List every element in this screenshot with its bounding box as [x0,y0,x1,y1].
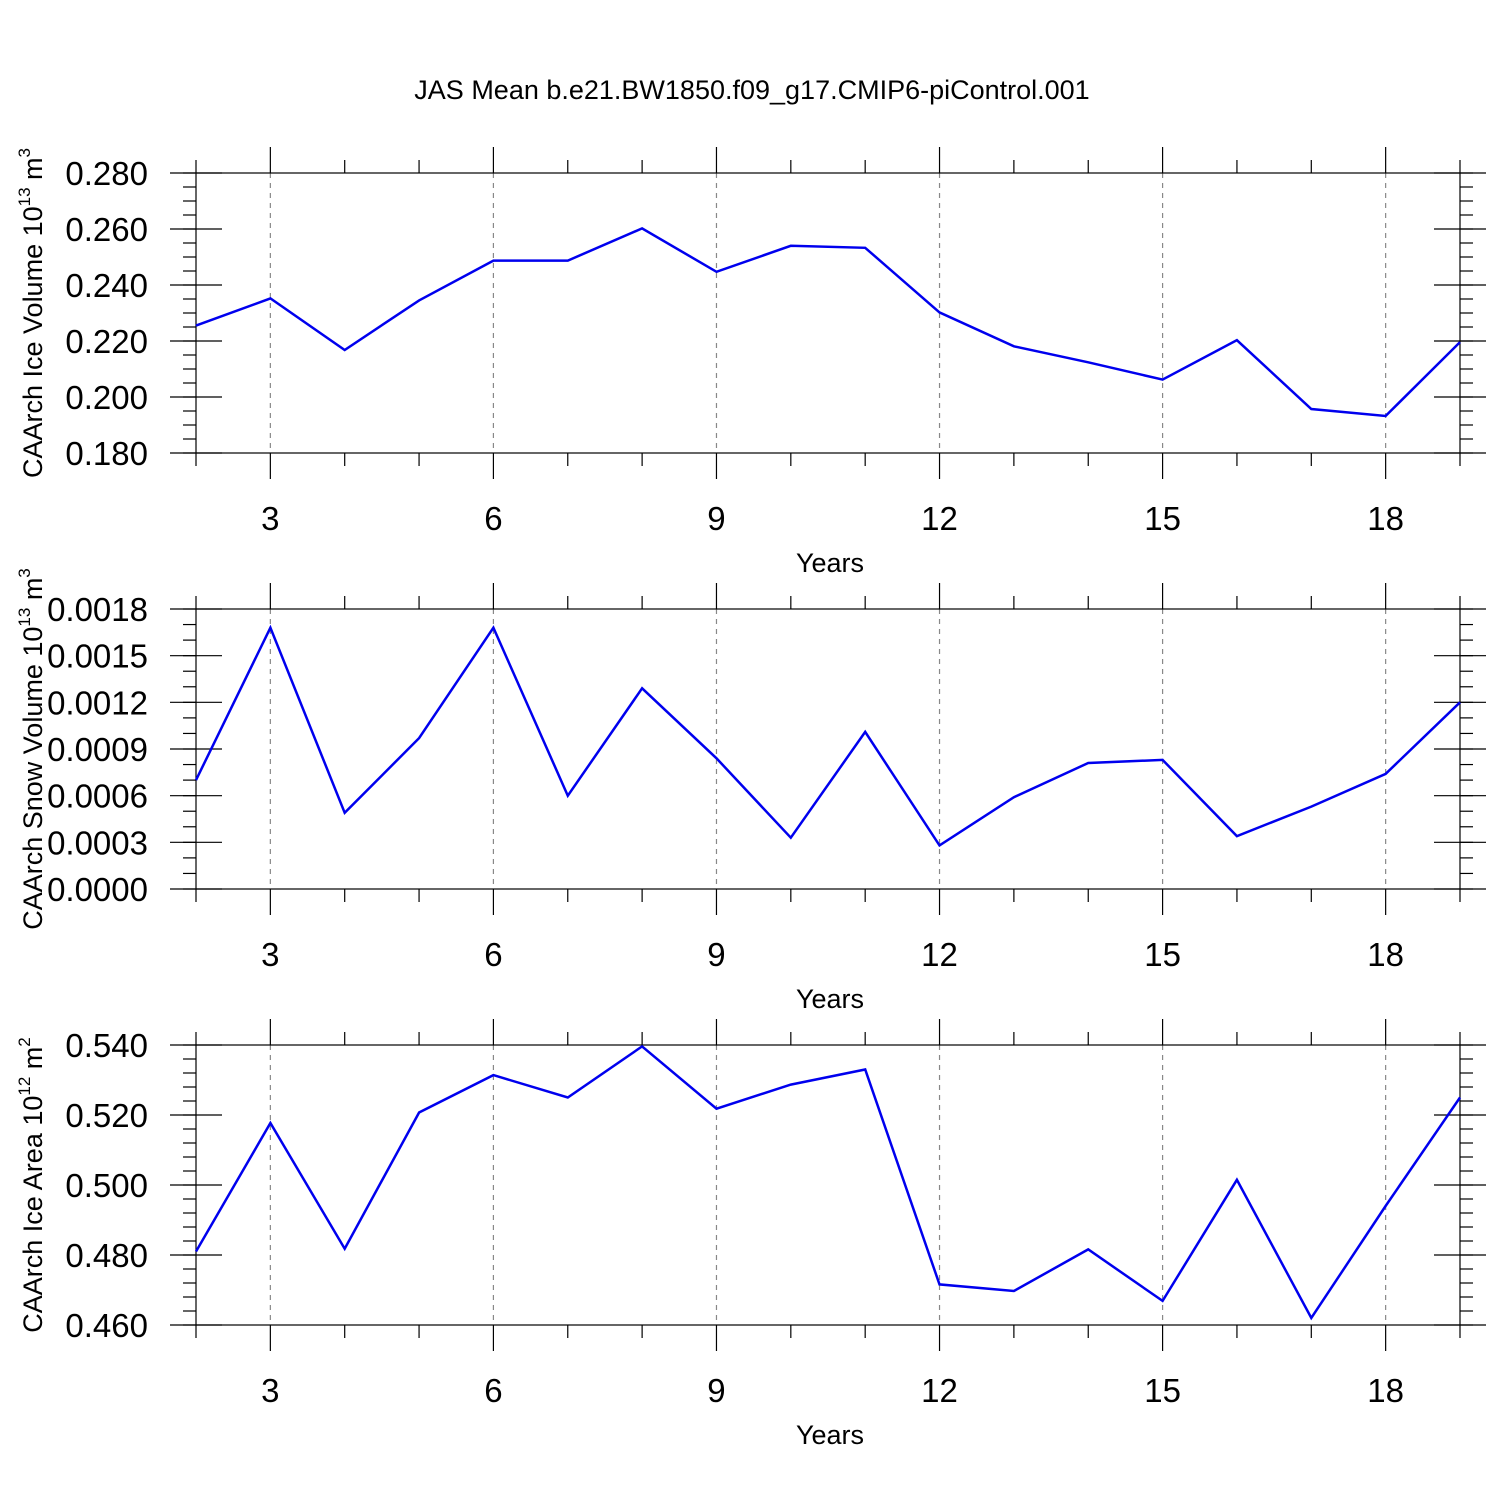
panel-1: 3 6 9 12 15 18 0.180 0.200 0.220 0.240 0.260 0.280 Y… [15,147,1486,578]
y-tick-label: 0.500 [65,1167,148,1204]
x-tick-label: 18 [1367,1372,1404,1409]
y-tick-label: 0.520 [65,1097,148,1134]
x-axis-label: Years [796,548,864,578]
x-tick-label: 6 [484,936,502,973]
y-tick-label: 0.0000 [47,871,148,908]
y-tick-label: 0.240 [65,267,148,304]
x-tick-label: 12 [921,936,958,973]
x-tick-label: 3 [261,936,279,973]
plot-frame [195,1044,1461,1326]
y-tick-label: 0.260 [65,211,148,248]
y-axis-label: CAArch Ice Volume 1013 m3 [15,148,48,478]
x-tick-label: 9 [707,500,725,537]
y-tick-label: 0.0015 [47,638,148,675]
plot-frame [195,608,1461,890]
x-tick-label: 15 [1144,1372,1181,1409]
y-tick-label: 0.0009 [47,731,148,768]
y-tick-label: 0.180 [65,435,148,472]
x-tick-label: 9 [707,1372,725,1409]
x-axis-label: Years [796,984,864,1014]
y-tick-label: 0.200 [65,379,148,416]
y-tick-label: 0.540 [65,1027,148,1064]
y-tick-label: 0.0012 [47,684,148,721]
y-tick-label: 0.480 [65,1237,148,1274]
x-tick-label: 6 [484,500,502,537]
x-tick-label: 9 [707,936,725,973]
series-line [195,227,1461,418]
y-tick-label: 0.280 [65,155,148,192]
x-tick-label: 12 [921,500,958,537]
x-tick-label: 18 [1367,500,1404,537]
panels: 3 6 9 12 15 18 0.180 0.200 0.220 0.240 0.260 0.280 Y… [15,147,1486,1450]
plot-frame [195,172,1461,454]
panel-3: 3 6 9 12 15 18 0.460 0.480 0.500 0.520 0.540 Years C… [15,1019,1486,1450]
y-tick-label: 0.220 [65,323,148,360]
y-axis-label: CAArch Snow Volume 1013 m3 [15,568,48,930]
x-tick-label: 15 [1144,936,1181,973]
x-tick-label: 3 [261,500,279,537]
series-line [194,624,1461,848]
x-tick-label: 3 [261,1372,279,1409]
y-tick-label: 0.460 [65,1307,148,1344]
y-tick-label: 0.0006 [47,778,148,815]
x-tick-label: 12 [921,1372,958,1409]
series-line [194,1044,1462,1321]
y-tick-label: 0.0018 [47,591,148,628]
y-axis-label: CAArch Ice Area 1012 m2 [15,1037,48,1333]
x-tick-label: 15 [1144,500,1181,537]
x-tick-label: 6 [484,1372,502,1409]
figure-title: JAS Mean b.e21.BW1850.f09_g17.CMIP6-piCo… [414,75,1089,105]
panel-2: 3 6 9 12 15 18 0.0000 0.0003 0.0006 0.0009 0.0012 0… [15,568,1486,1014]
x-axis-label: Years [796,1420,864,1450]
x-tick-label: 18 [1367,936,1404,973]
y-tick-label: 0.0003 [47,824,148,861]
